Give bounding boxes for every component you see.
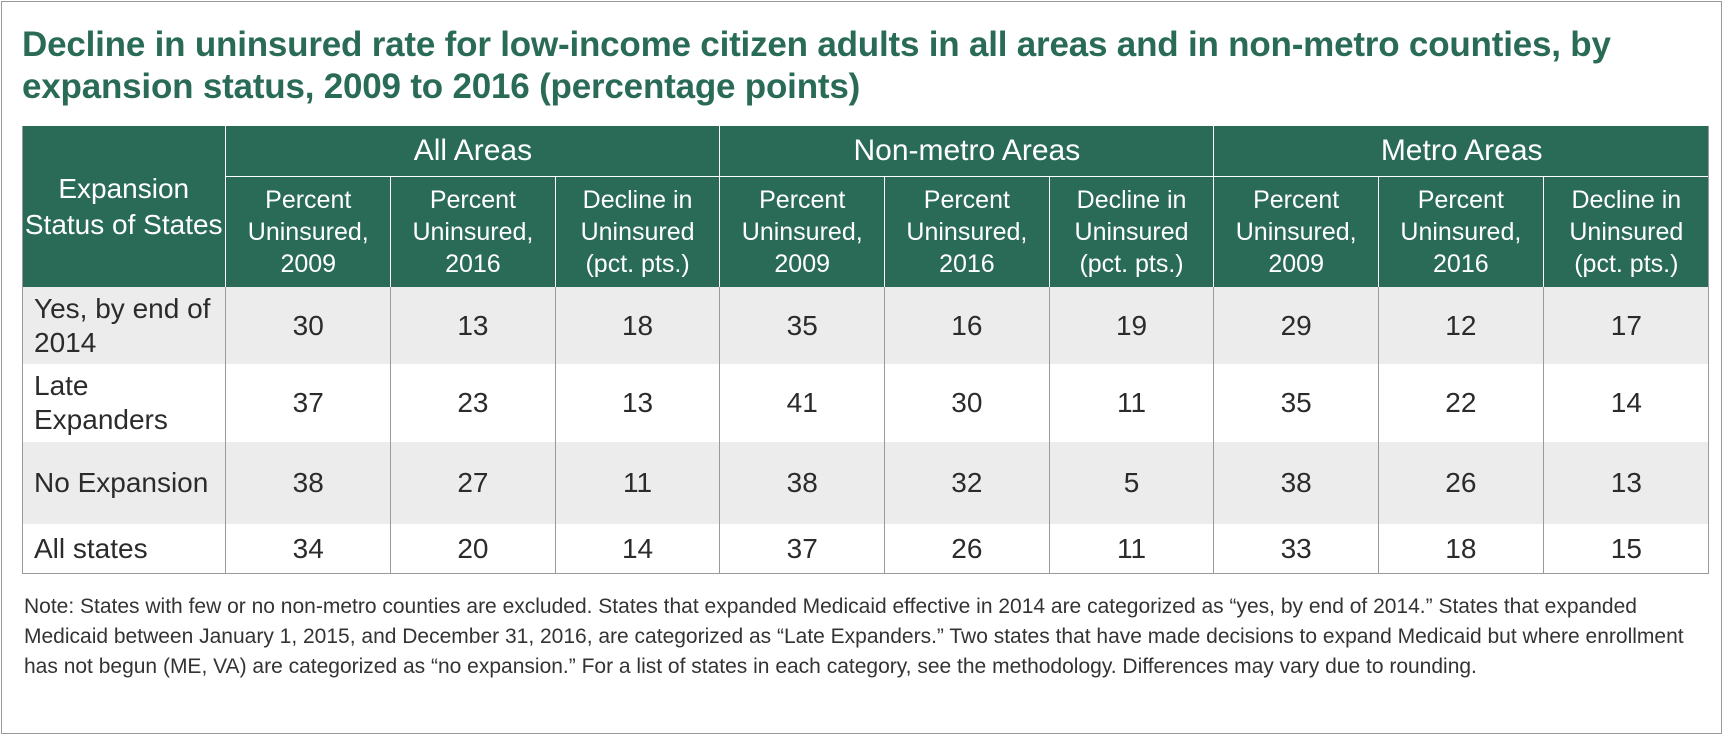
table-row: All states 34 20 14 37 26 11 33 18 15 <box>22 524 1709 573</box>
column-header: Percent Uninsured, 2009 <box>1213 176 1379 287</box>
column-header: Percent Uninsured, 2009 <box>719 176 885 287</box>
table-cell: 15 <box>1542 524 1709 573</box>
table-cell: 14 <box>554 524 720 573</box>
table-cell: 26 <box>1378 442 1544 524</box>
column-header: Decline in Uninsured (pct. pts.) <box>554 176 720 287</box>
column-header: Percent Uninsured, 2009 <box>225 176 391 287</box>
table-cell: 37 <box>225 364 391 442</box>
table-cell: 11 <box>1048 364 1214 442</box>
table-cell: 17 <box>1542 287 1709 364</box>
column-header: Decline in Uninsured (pct. pts.) <box>1542 176 1709 287</box>
table-cell: 27 <box>390 442 556 524</box>
table-cell: 13 <box>390 287 556 364</box>
table-cell: 16 <box>884 287 1050 364</box>
table-cell: 18 <box>1378 524 1544 573</box>
table-cell: 23 <box>390 364 556 442</box>
table-cell: 19 <box>1048 287 1214 364</box>
chart-title: Decline in uninsured rate for low-income… <box>22 25 1611 106</box>
footnote: Note: States with few or no non-metro co… <box>24 595 1684 678</box>
column-header: Percent Uninsured, 2016 <box>390 176 556 287</box>
table-cell: 22 <box>1378 364 1544 442</box>
table-cell: 11 <box>1048 524 1214 573</box>
table-cell: 35 <box>1213 364 1379 442</box>
column-header: Percent Uninsured, 2016 <box>884 176 1050 287</box>
table-cell: 26 <box>884 524 1050 573</box>
table-cell: 13 <box>554 364 720 442</box>
row-header: Expansion Status of States <box>22 126 227 287</box>
table-cell: 32 <box>884 442 1050 524</box>
table-cell: 35 <box>719 287 885 364</box>
group-header-all-areas: All Areas <box>225 126 720 177</box>
table-cell: 33 <box>1213 524 1379 573</box>
group-header-metro-areas: Metro Areas <box>1213 126 1709 177</box>
table-cell: 5 <box>1048 442 1214 524</box>
table-cell: 37 <box>719 524 885 573</box>
table-cell: 13 <box>1542 442 1709 524</box>
table-cell: 14 <box>1542 364 1709 442</box>
table-cell: 41 <box>719 364 885 442</box>
table-row: No Expansion 38 27 11 38 32 5 38 26 13 <box>22 442 1709 524</box>
table-row: Yes, by end of 2014 30 13 18 35 16 19 29… <box>22 287 1709 364</box>
column-header: Percent Uninsured, 2016 <box>1378 176 1544 287</box>
table-cell: 29 <box>1213 287 1379 364</box>
row-label: Late Expanders <box>34 370 168 435</box>
row-label: All states <box>34 532 148 564</box>
table-cell: 30 <box>884 364 1050 442</box>
table-cell: 30 <box>225 287 391 364</box>
group-header-non-metro-areas: Non-metro Areas <box>719 126 1214 177</box>
data-table: Expansion Status of States All Areas Non… <box>22 126 1709 573</box>
table-cell: 18 <box>554 287 720 364</box>
table-cell: 38 <box>225 442 391 524</box>
table-row: Late Expanders 37 23 13 41 30 11 35 22 1… <box>22 364 1709 442</box>
table-cell: 11 <box>554 442 720 524</box>
table-cell: 20 <box>390 524 556 573</box>
column-header: Decline in Uninsured (pct. pts.) <box>1048 176 1214 287</box>
row-label: No Expansion <box>22 442 226 524</box>
table-cell: 38 <box>1213 442 1379 524</box>
row-label: Yes, by end of 2014 <box>22 287 226 364</box>
table-cell: 34 <box>225 524 391 573</box>
table-cell: 38 <box>719 442 885 524</box>
table-cell: 12 <box>1378 287 1544 364</box>
